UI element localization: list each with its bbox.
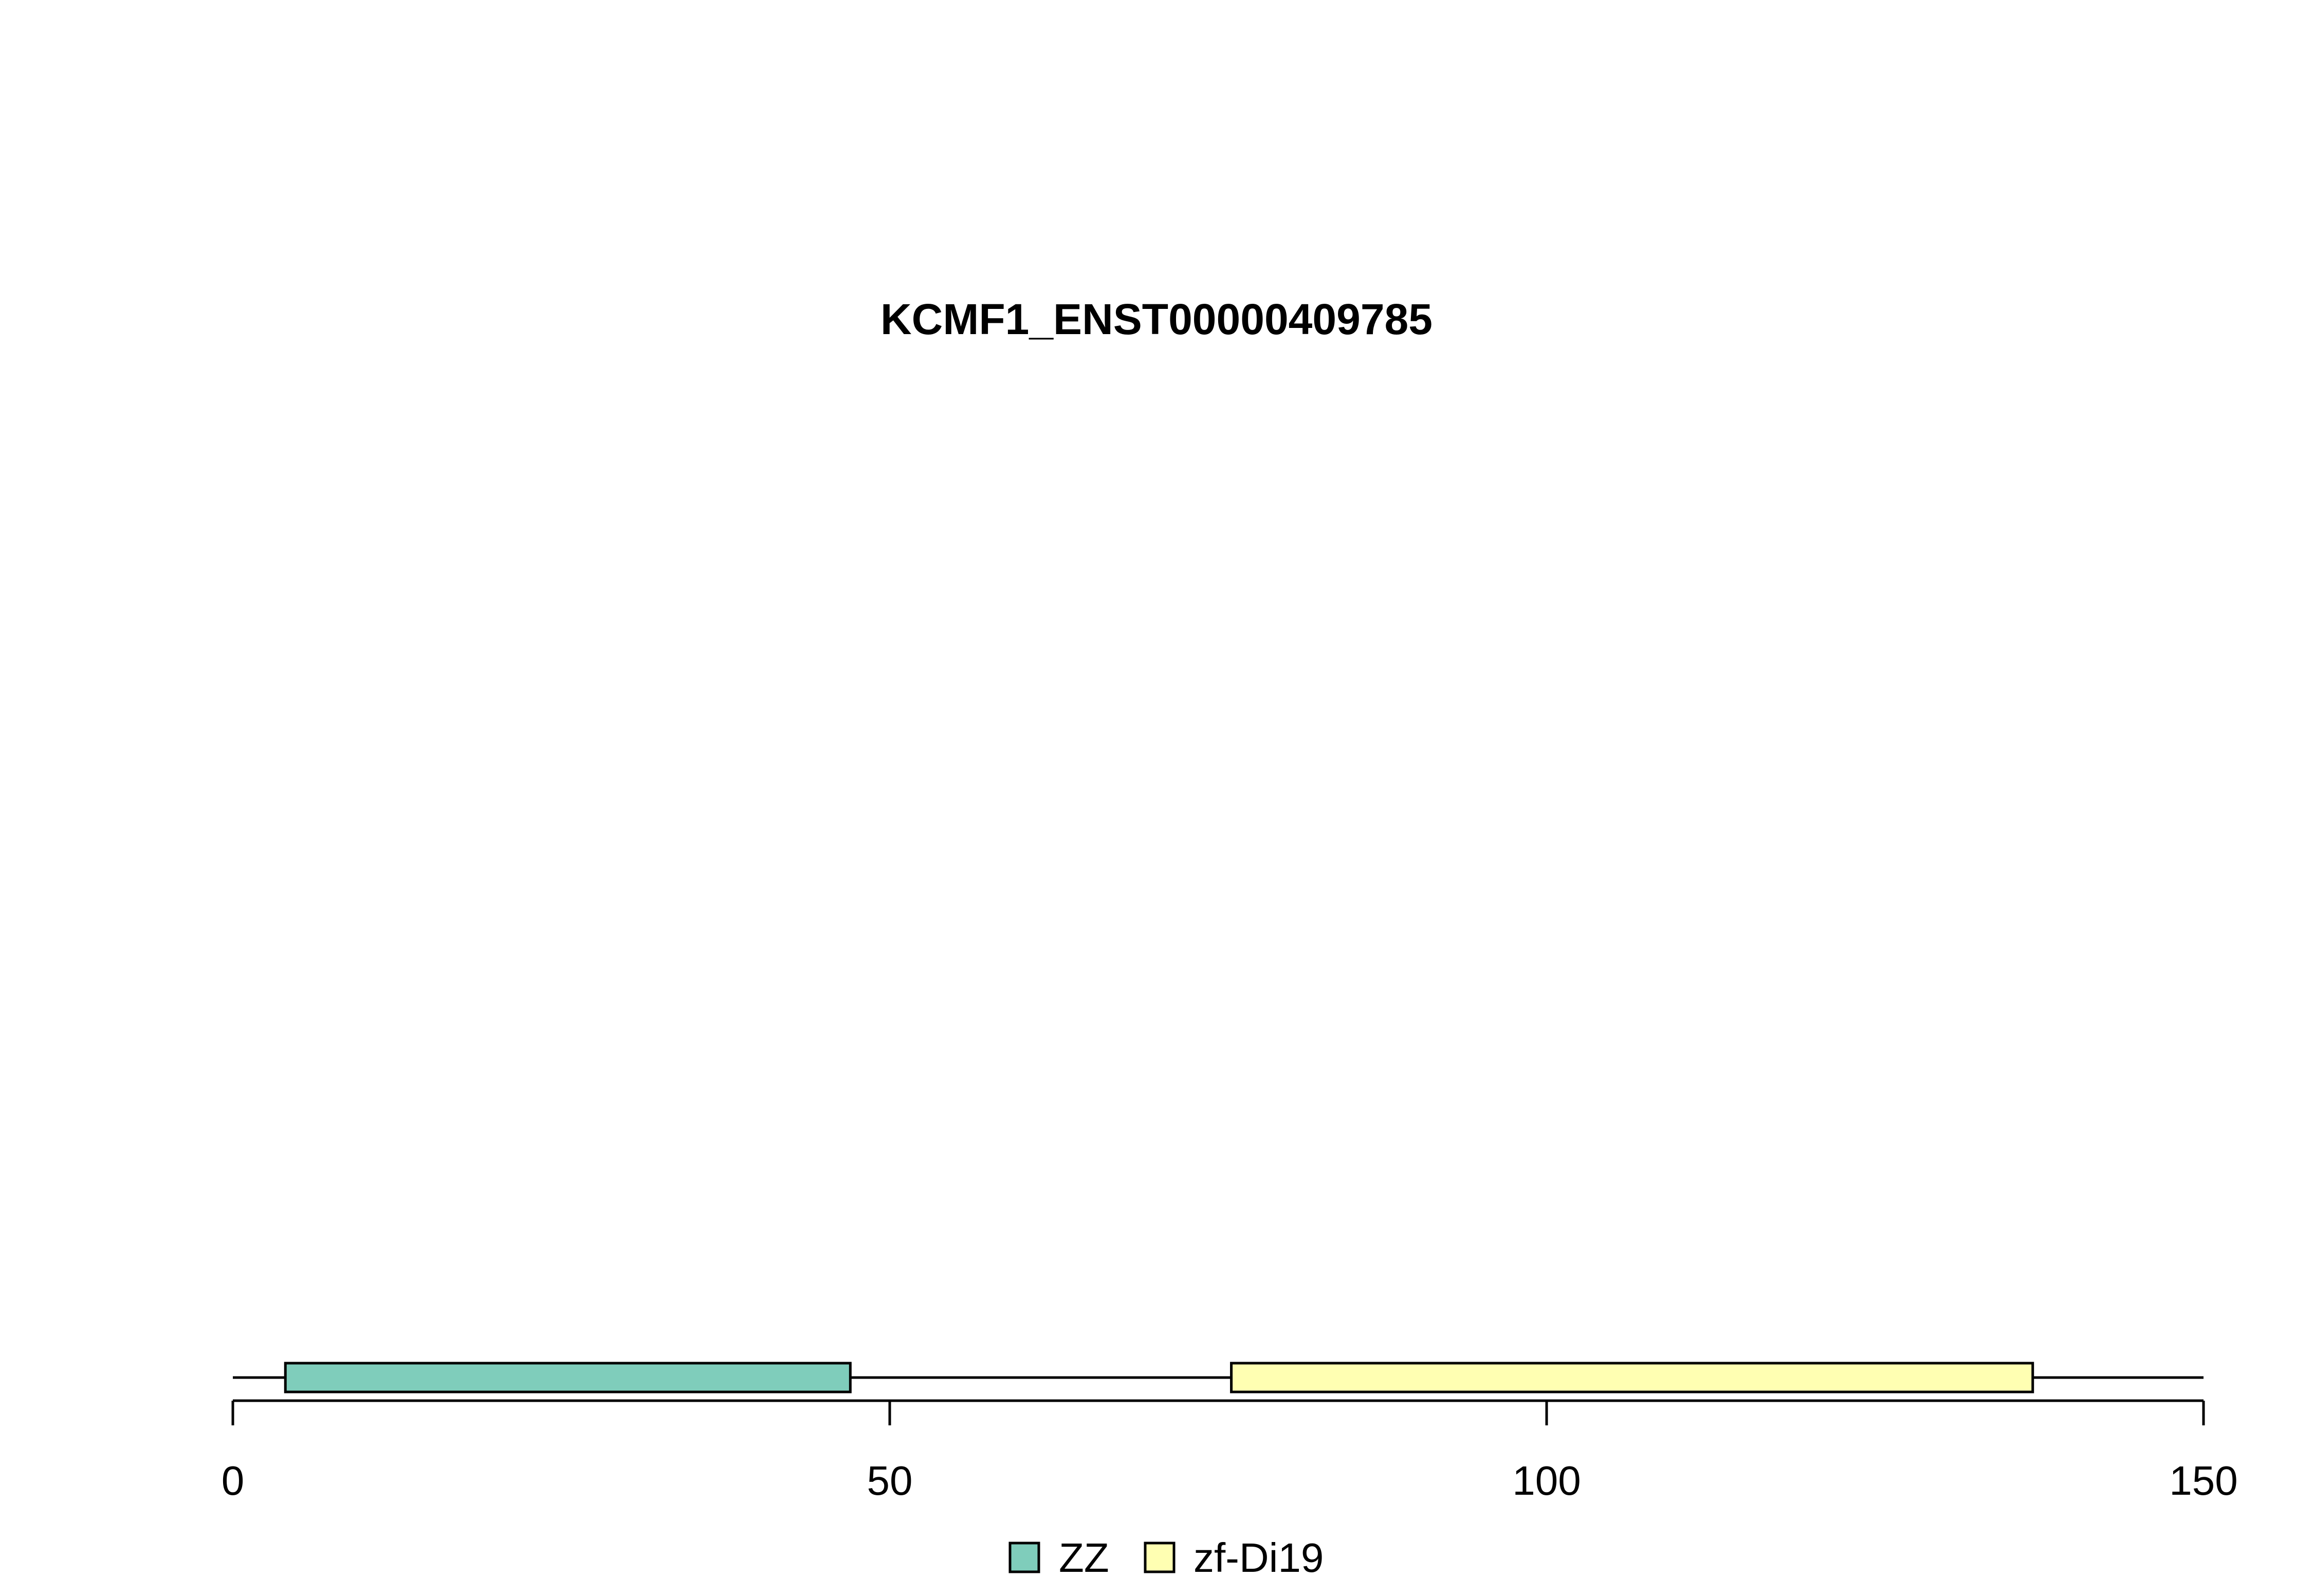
domain-box — [284, 1362, 852, 1393]
x-tick-label: 150 — [2169, 1458, 2237, 1503]
x-axis: 0 50 100 150 — [222, 1399, 2238, 1503]
legend-label: ZZ — [1059, 1535, 1109, 1581]
chart-title: KCMF1_ENST00000409785 — [880, 295, 1433, 343]
plot-area — [233, 1362, 2204, 1393]
x-tick-label: 100 — [1512, 1458, 1581, 1503]
domain-box — [1230, 1362, 2034, 1393]
x-tick-label: 0 — [222, 1458, 245, 1503]
legend-label: zf-Di19 — [1194, 1535, 1324, 1581]
x-tick-label: 50 — [867, 1458, 913, 1503]
legend: ZZ zf-Di19 — [1008, 1535, 1324, 1581]
legend-swatch — [1008, 1542, 1040, 1573]
legend-swatch — [1144, 1542, 1176, 1573]
